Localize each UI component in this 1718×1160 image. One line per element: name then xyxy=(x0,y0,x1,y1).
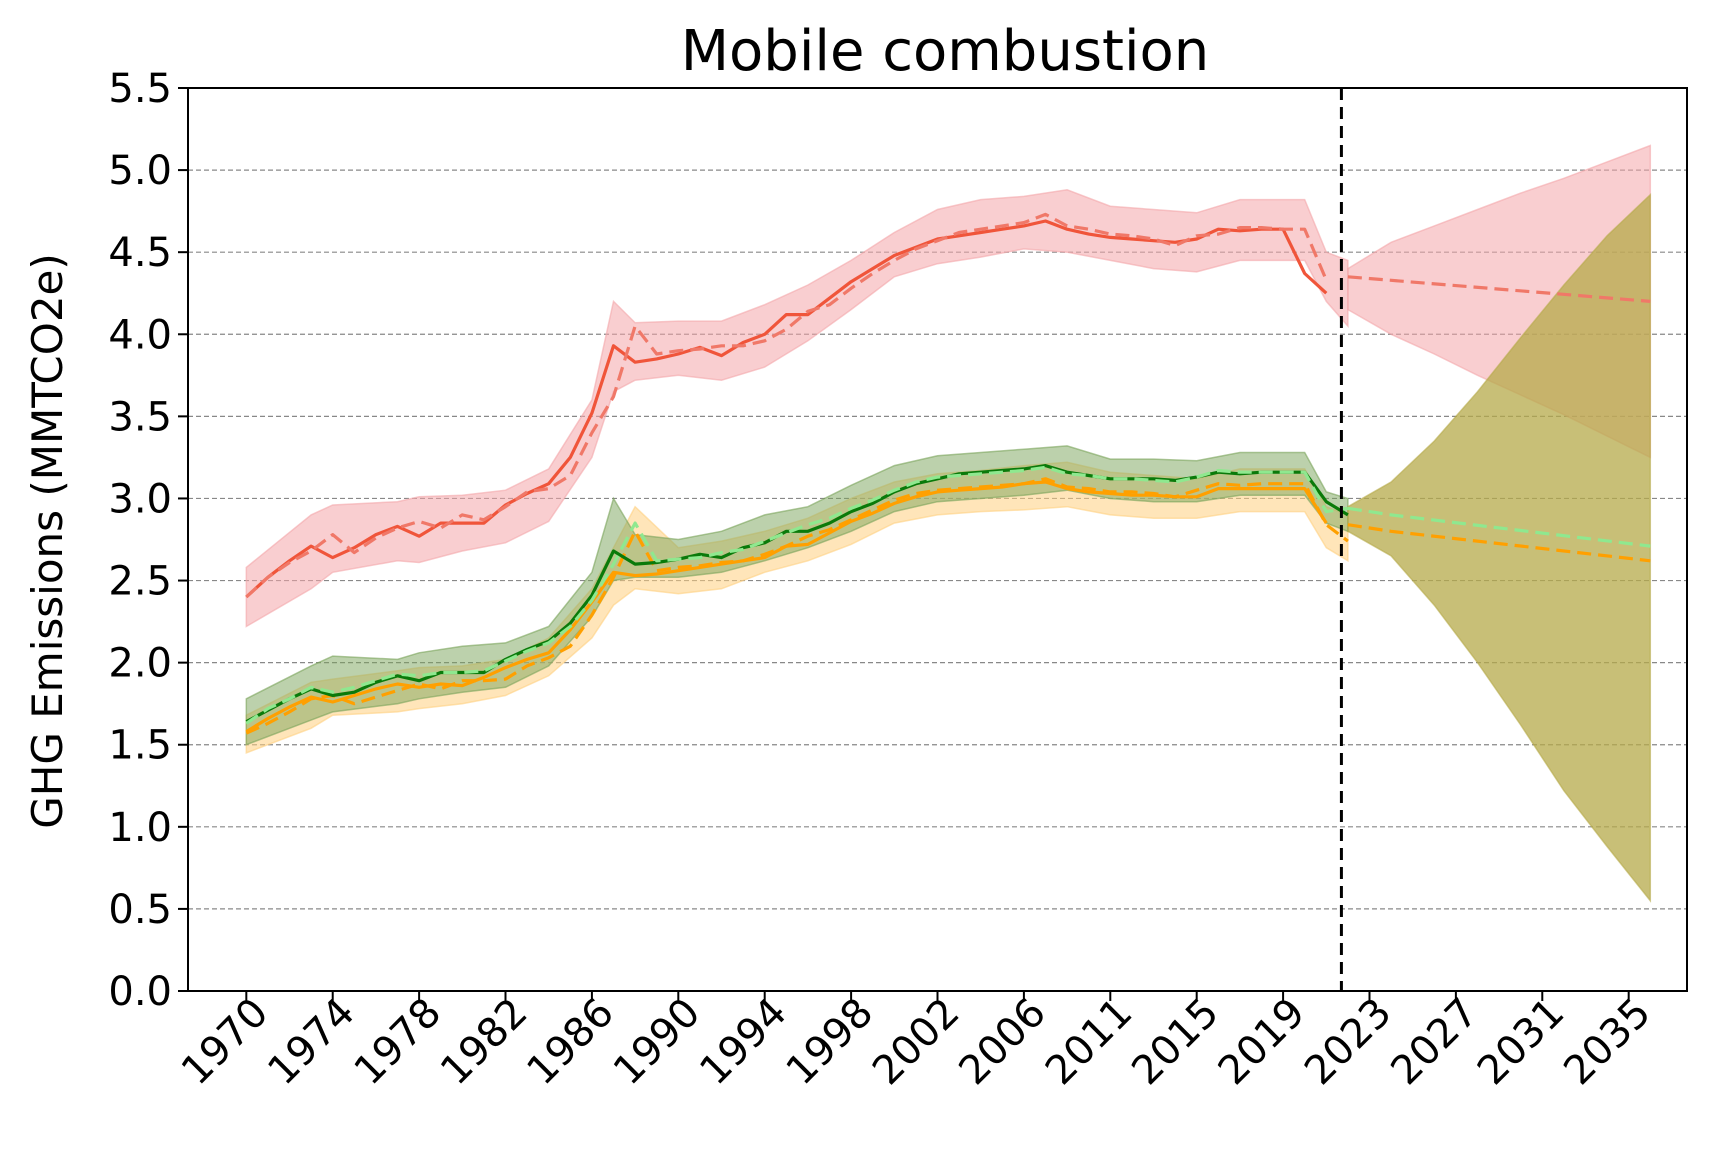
series-line-1 xyxy=(245,212,1328,599)
y-tick-label: 3.0 xyxy=(108,476,172,522)
y-tick-label: 3.5 xyxy=(108,394,172,440)
band-4 xyxy=(1347,192,1652,903)
x-tick-label: 1978 xyxy=(346,990,451,1095)
x-tick-label: 1982 xyxy=(432,990,537,1095)
x-tick-labels: 1970197419781982198619901994199820022006… xyxy=(173,990,1660,1095)
series-line-5 xyxy=(1347,523,1651,563)
band-3 xyxy=(245,445,1349,746)
x-tick-label: 2023 xyxy=(1296,990,1401,1095)
y-tick-label: 4.0 xyxy=(108,312,172,358)
y-tick-label: 2.0 xyxy=(108,641,172,687)
y-tick-label: 1.5 xyxy=(108,723,172,769)
y-tick-label: 5.0 xyxy=(108,148,172,194)
y-tick-label: 0.5 xyxy=(108,887,172,933)
x-tick-label: 2002 xyxy=(864,990,969,1095)
band-0 xyxy=(245,189,1349,628)
x-tick-label: 2006 xyxy=(950,990,1055,1095)
x-tick-label: 2019 xyxy=(1210,990,1315,1095)
series-line-2 xyxy=(1347,275,1651,303)
x-tick-label: 2011 xyxy=(1037,990,1142,1095)
y-tick-label: 0.0 xyxy=(108,969,172,1015)
x-tick-label: 1994 xyxy=(691,990,796,1095)
y-tick-label: 5.5 xyxy=(108,66,172,112)
y-tick-label: 2.5 xyxy=(108,559,172,605)
series-lines xyxy=(245,212,1651,735)
series-line-8 xyxy=(1347,506,1651,548)
series-line-4 xyxy=(245,480,1328,733)
x-tick-label: 1998 xyxy=(778,990,883,1095)
y-tick-label: 1.0 xyxy=(108,805,172,851)
y-tick-labels: 0.0 0.5 1.0 1.5 2.0 2.5 3.0 3.5 4.0 4.5 5.0 5.5 xyxy=(108,66,188,1015)
x-tick-label: 2035 xyxy=(1555,990,1660,1095)
x-tick-label: 2027 xyxy=(1382,990,1487,1095)
x-tick-label: 1990 xyxy=(605,990,710,1095)
x-tick-label: 1974 xyxy=(259,990,364,1095)
y-tick-label: 4.5 xyxy=(108,230,172,276)
series-line-0 xyxy=(245,219,1328,599)
series-line-7 xyxy=(245,465,1349,725)
x-tick-label: 2015 xyxy=(1123,990,1228,1095)
x-tick-label: 1970 xyxy=(173,990,278,1095)
x-tick-label: 2031 xyxy=(1469,990,1574,1095)
chart-title: Mobile combustion xyxy=(681,19,1210,84)
x-tick-label: 1986 xyxy=(518,990,623,1095)
band-2 xyxy=(245,461,1349,754)
y-axis-label: GHG Emissions (MMTCO2e) xyxy=(23,253,72,829)
